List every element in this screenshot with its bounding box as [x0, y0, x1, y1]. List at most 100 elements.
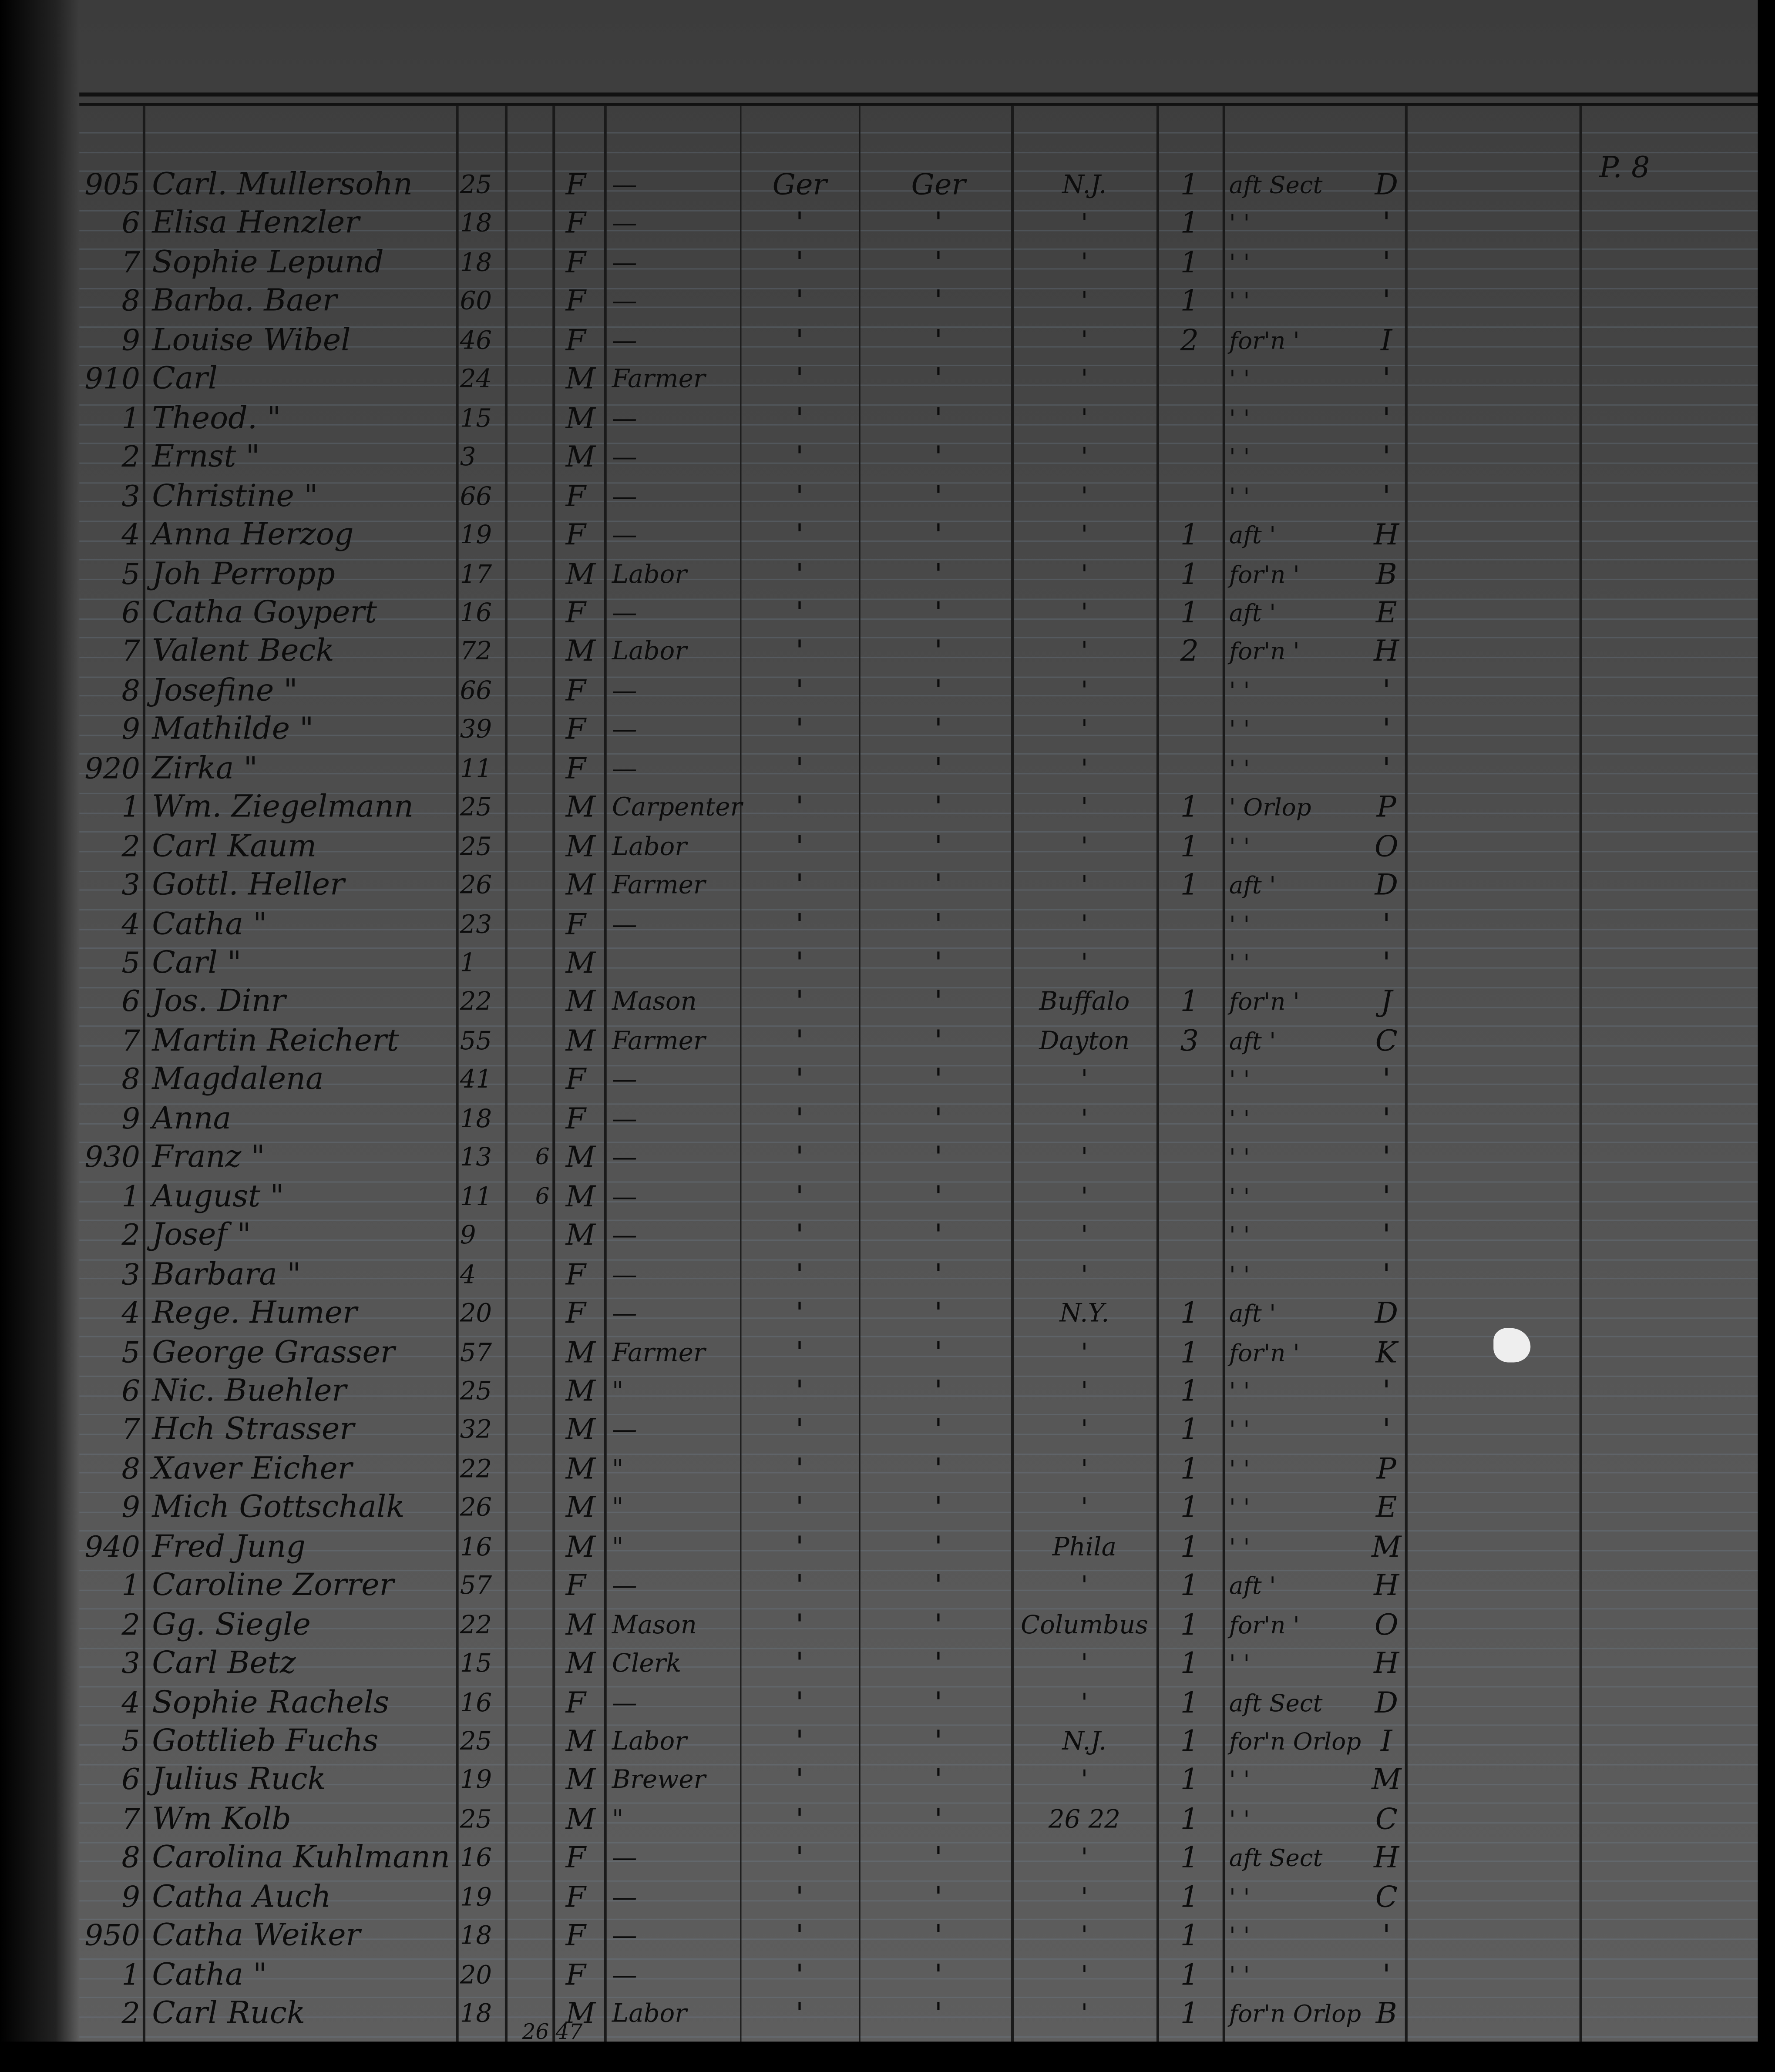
cell-c2: ': [934, 1025, 943, 1058]
cell-comp: B: [1375, 558, 1397, 591]
passenger-row: 7 Valent Beck 72 M Labor ' ' ' 2 for'n ' H: [0, 634, 1758, 672]
column-divider: [1579, 105, 1582, 2048]
cell-occ: Labor: [612, 832, 687, 861]
cell-sex: F: [565, 1064, 586, 1098]
ruled-line: [79, 1822, 1765, 1823]
cell-dest: ': [1081, 832, 1088, 861]
cell-occ: —: [612, 1416, 637, 1445]
cell-dest: ': [1081, 754, 1088, 783]
cell-occ: —: [612, 1221, 637, 1250]
cell-c2: ': [934, 1297, 943, 1331]
cell-dest: ': [1081, 287, 1088, 316]
column-divider: [1405, 105, 1408, 2048]
ruled-line: [79, 773, 1765, 775]
column-divider: [1011, 105, 1014, 2048]
cell-name: Wm. Ziegelmann: [152, 790, 413, 825]
cell-bag: 3: [1180, 1025, 1199, 1058]
ruled-line: [79, 890, 1765, 891]
cell-c1: ': [795, 480, 804, 514]
cell-dest: ': [1081, 1377, 1088, 1406]
cell-bag: 1: [1180, 597, 1199, 631]
cell-c1: ': [795, 1687, 804, 1720]
cell-loc: ' ': [1229, 1534, 1250, 1562]
cell-c2: ': [934, 1959, 943, 1992]
passenger-row: 1 Caroline Zorrer 57 F — ' ' ' 1 aft ' H: [0, 1568, 1758, 1606]
cell-comp: ': [1382, 675, 1391, 709]
cell-sex: F: [565, 1259, 586, 1292]
cell-name: Julius Ruck: [152, 1763, 326, 1798]
cell-sex: F: [565, 1103, 586, 1136]
ruled-line: [79, 1181, 1765, 1182]
passenger-row: 9 Louise Wibel 46 F — ' ' ' 2 for'n ' I: [0, 322, 1758, 360]
ruled-line: [79, 1122, 1765, 1124]
cell-dest: ': [1081, 248, 1088, 278]
cell-loc: ' ': [1229, 1495, 1250, 1523]
cell-bag: 1: [1180, 519, 1199, 553]
cell-age: 26: [460, 1493, 492, 1523]
column-divider: [1222, 105, 1225, 2048]
ruled-line: [79, 1297, 1765, 1299]
cell-comp: ': [1382, 908, 1391, 942]
cell-num: 3: [121, 480, 140, 514]
cell-num: 4: [121, 1687, 140, 1720]
cell-c2: ': [934, 325, 943, 358]
cell-name: Christine ": [152, 479, 318, 514]
ruled-line: [79, 851, 1765, 853]
cell-dest: ': [1081, 1844, 1088, 1873]
cell-c1: ': [795, 403, 804, 436]
cell-sex: M: [565, 1219, 596, 1253]
cell-c1: ': [795, 636, 804, 669]
cell-name: Xaver Eicher: [152, 1452, 353, 1487]
cell-comp: D: [1375, 1687, 1398, 1720]
cell-bag: 1: [1180, 1648, 1199, 1681]
cell-loc: for'n ': [1229, 327, 1300, 356]
cell-name: Carl Ruck: [152, 1997, 306, 2032]
cell-age: 1: [460, 949, 476, 978]
cell-c2: ': [934, 1531, 943, 1565]
ruled-line: [79, 384, 1765, 386]
cell-age: 18: [460, 248, 492, 278]
cell-occ: Clerk: [612, 1649, 682, 1679]
cell-loc: aft Sect: [1229, 171, 1323, 200]
cell-sex: F: [565, 1842, 586, 1876]
cell-sex: F: [565, 285, 586, 319]
cell-bag: 1: [1180, 1453, 1199, 1487]
ruled-line: [79, 1977, 1765, 1979]
ruled-line: [79, 1162, 1765, 1163]
cell-age: 4: [460, 1260, 476, 1290]
cell-loc: aft ': [1229, 522, 1276, 550]
cell-c1: ': [795, 1959, 804, 1992]
cell-dest: ': [1081, 1649, 1088, 1679]
cell-num: 8: [121, 1453, 140, 1487]
passenger-row: 4 Rege. Humer 20 F — ' ' N.Y. 1 aft ' D: [0, 1295, 1758, 1333]
cell-name: Franz ": [152, 1141, 265, 1175]
cell-dest: Phila: [1052, 1532, 1117, 1562]
cell-loc: ' ': [1229, 950, 1250, 978]
ruled-line: [79, 1880, 1765, 1882]
passenger-row: 7 Sophie Lepund 18 F — ' ' ' 1 ' ' ': [0, 244, 1758, 282]
ruled-line: [79, 618, 1765, 619]
cell-comp: ': [1382, 1920, 1391, 1954]
cell-comp: ': [1382, 208, 1391, 241]
cell-comp: ': [1382, 714, 1391, 747]
cell-loc: ' ': [1229, 1067, 1250, 1095]
cell-c1: ': [795, 441, 804, 475]
cell-age: 39: [460, 715, 492, 745]
cell-bag: 1: [1180, 1998, 1199, 2032]
cell-c2: ': [934, 1842, 943, 1876]
cell-age: 18: [460, 209, 492, 238]
cell-num: 940: [84, 1531, 140, 1565]
ruled-line: [79, 1841, 1765, 1843]
cell-name: Joh Perropp: [152, 557, 335, 591]
cell-c2: ': [934, 519, 943, 553]
ruled-line: [79, 1803, 1765, 1804]
cell-c2: ': [934, 1920, 943, 1954]
cell-comp: I: [1381, 1726, 1392, 1759]
cell-bag: 1: [1180, 792, 1199, 825]
cell-c1: ': [795, 1025, 804, 1058]
cell-c2: ': [934, 1103, 943, 1136]
cell-occ: —: [612, 209, 637, 238]
ruled-line: [79, 1919, 1765, 1921]
ruled-line: [79, 1647, 1765, 1649]
cell-age: 25: [460, 1727, 492, 1756]
